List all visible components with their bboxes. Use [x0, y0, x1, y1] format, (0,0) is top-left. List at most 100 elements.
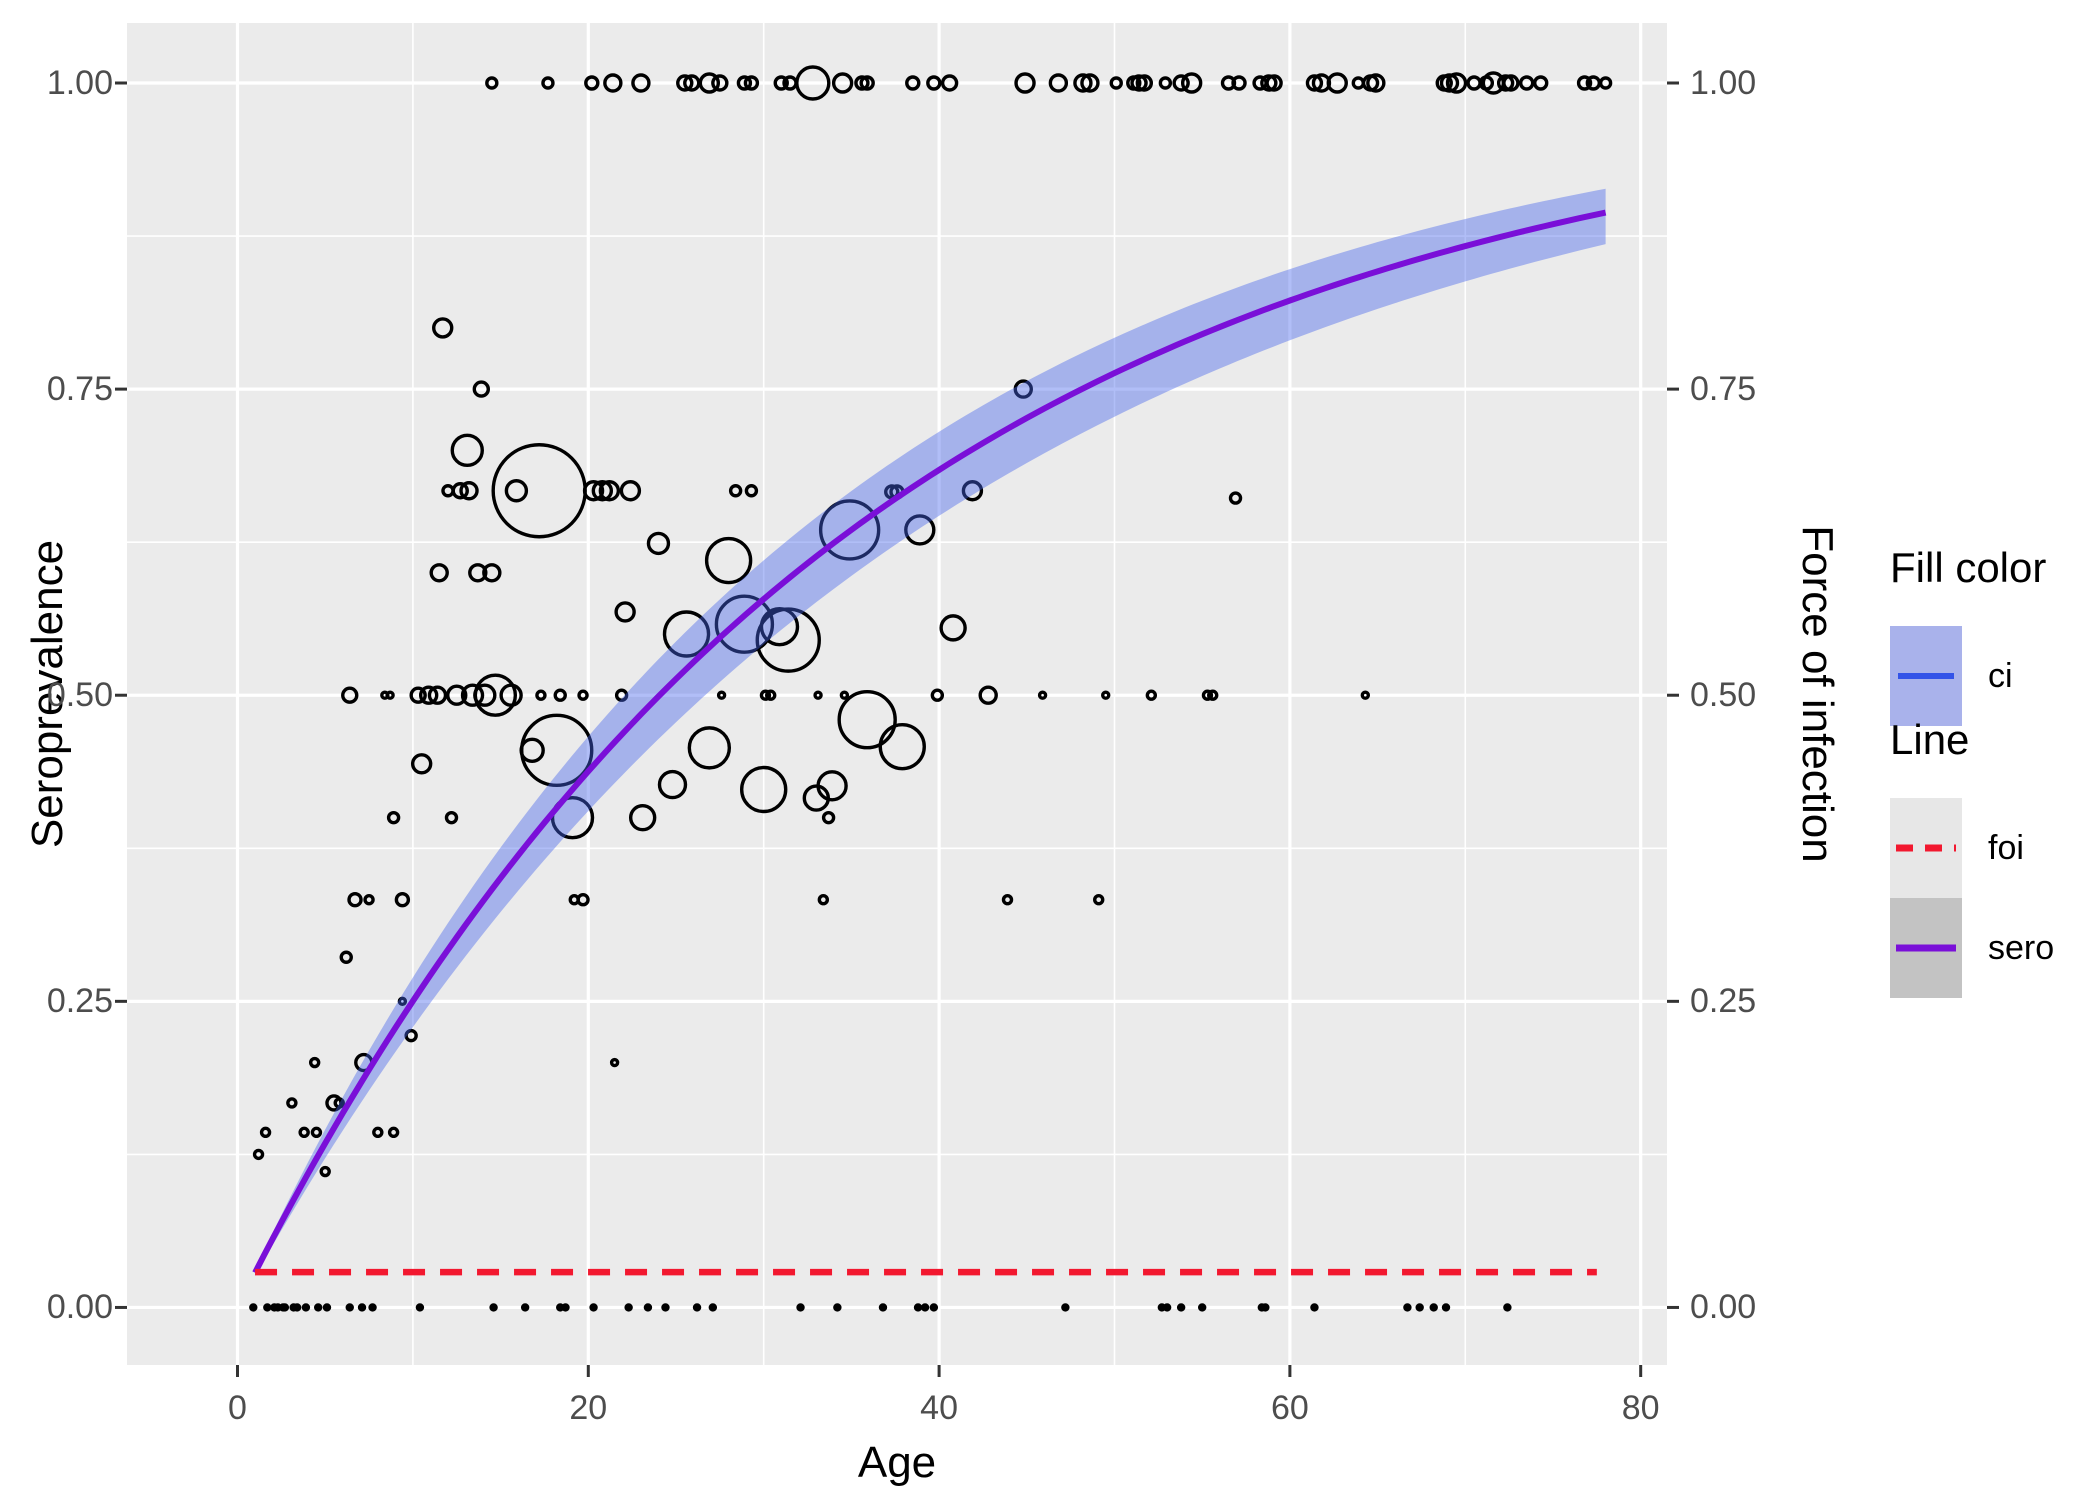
legend-key-sero: [1890, 898, 1962, 998]
rug-point: [313, 1303, 323, 1312]
bubble-point: [676, 74, 694, 92]
bubble-point: [1172, 74, 1190, 92]
legend-key-foi: [1890, 798, 1962, 898]
bubble-point: [363, 894, 375, 906]
rug-point: [929, 1303, 939, 1312]
bubble-point: [813, 690, 823, 700]
bubble-point: [387, 1126, 400, 1139]
bubble-point: [1260, 74, 1278, 92]
bubble-point: [759, 606, 800, 647]
bubble-point: [446, 684, 468, 706]
bubble-point: [1518, 75, 1535, 91]
bubble-point: [1445, 72, 1468, 94]
bubble-point: [1135, 74, 1154, 92]
bubble-point: [1109, 76, 1123, 90]
bubble-point: [427, 685, 448, 705]
rug-point: [708, 1303, 718, 1312]
bubble-point: [429, 563, 449, 583]
rug-point: [692, 1303, 702, 1312]
bubble-point: [821, 810, 836, 825]
bubble-point: [1576, 75, 1593, 91]
bubble-point: [773, 75, 789, 91]
y-right-tick-label: 0.00: [1690, 1288, 1757, 1327]
rug-point: [520, 1303, 530, 1312]
rug-point: [920, 1303, 930, 1312]
bubble-point: [451, 482, 469, 500]
bubble-point: [940, 74, 959, 92]
rug-point: [1197, 1303, 1207, 1312]
rug-point: [624, 1303, 633, 1312]
bubble-point: [1037, 690, 1048, 700]
rug-point: [913, 1303, 923, 1312]
rug-point: [489, 1303, 498, 1312]
rug-point: [1310, 1303, 1319, 1312]
bubble-point: [743, 75, 760, 91]
bubble-point: [736, 75, 753, 91]
bubble-point: [961, 480, 984, 502]
bubble-point: [739, 765, 788, 814]
bubble-point: [1228, 491, 1243, 505]
bubble-point: [404, 1028, 418, 1043]
rug-point: [643, 1303, 653, 1312]
bubble-point: [728, 484, 743, 498]
bubble-point: [1073, 73, 1093, 93]
x-tick-label: 0: [228, 1389, 247, 1427]
bubble-point: [1598, 76, 1613, 90]
bubble-point: [485, 76, 499, 90]
rug-point: [1162, 1303, 1172, 1312]
x-tick-label: 80: [1621, 1389, 1660, 1427]
bubble-point: [765, 689, 777, 701]
y-right-tick-label: 0.75: [1690, 370, 1757, 409]
rug-point: [1176, 1303, 1186, 1312]
bubble-point: [1013, 379, 1033, 399]
y-left-tick-label: 0.25: [46, 982, 113, 1021]
legend-label-sero: sero: [1988, 929, 2055, 967]
x-axis-title: Age: [857, 1438, 937, 1487]
rug-point: [1403, 1303, 1412, 1312]
bubble-point: [831, 72, 854, 94]
y-axis-title-right: Force of infection: [1793, 525, 1842, 863]
y-right-tick-label: 0.25: [1690, 982, 1757, 1021]
bubble-point: [450, 433, 484, 468]
bubble-point: [1180, 72, 1203, 94]
bubble-point: [854, 75, 870, 91]
rug-point: [833, 1303, 842, 1312]
rug-point: [280, 1303, 290, 1312]
rug-point: [249, 1303, 258, 1312]
bubble-point: [839, 690, 850, 700]
bubble-point: [614, 601, 636, 623]
bubble-point: [1496, 74, 1515, 92]
bubble-point: [662, 610, 711, 658]
bubble-point: [978, 685, 998, 705]
bubble-point: [1265, 74, 1283, 92]
rug-point: [796, 1303, 805, 1312]
bubble-point: [410, 753, 433, 775]
bubble-point: [310, 1126, 323, 1139]
bubble-point: [394, 892, 411, 908]
bubble-point: [646, 531, 671, 556]
rug-point: [561, 1303, 570, 1312]
bubble-point: [591, 480, 614, 502]
bubble-point: [459, 481, 479, 501]
y-left-tick-label: 0.00: [46, 1288, 113, 1327]
bubble-point: [687, 726, 732, 770]
rug-point: [357, 1303, 367, 1312]
bubble-point: [576, 893, 590, 907]
bubble-point: [308, 1056, 321, 1069]
legend-label-ci: ci: [1988, 657, 2013, 695]
bubble-point: [582, 480, 605, 502]
bubble-point: [1366, 73, 1386, 93]
bubble-point: [372, 1126, 384, 1139]
bubble-point: [1093, 894, 1105, 906]
rug-point: [301, 1303, 311, 1312]
bubble-point: [584, 75, 600, 91]
bubble-point: [1001, 894, 1014, 906]
bubble-point: [631, 73, 651, 93]
bubble-point: [499, 683, 523, 707]
rug-point: [368, 1303, 377, 1312]
bubble-point: [1201, 689, 1214, 701]
rug-point: [1441, 1303, 1451, 1312]
bubble-point: [926, 75, 942, 91]
